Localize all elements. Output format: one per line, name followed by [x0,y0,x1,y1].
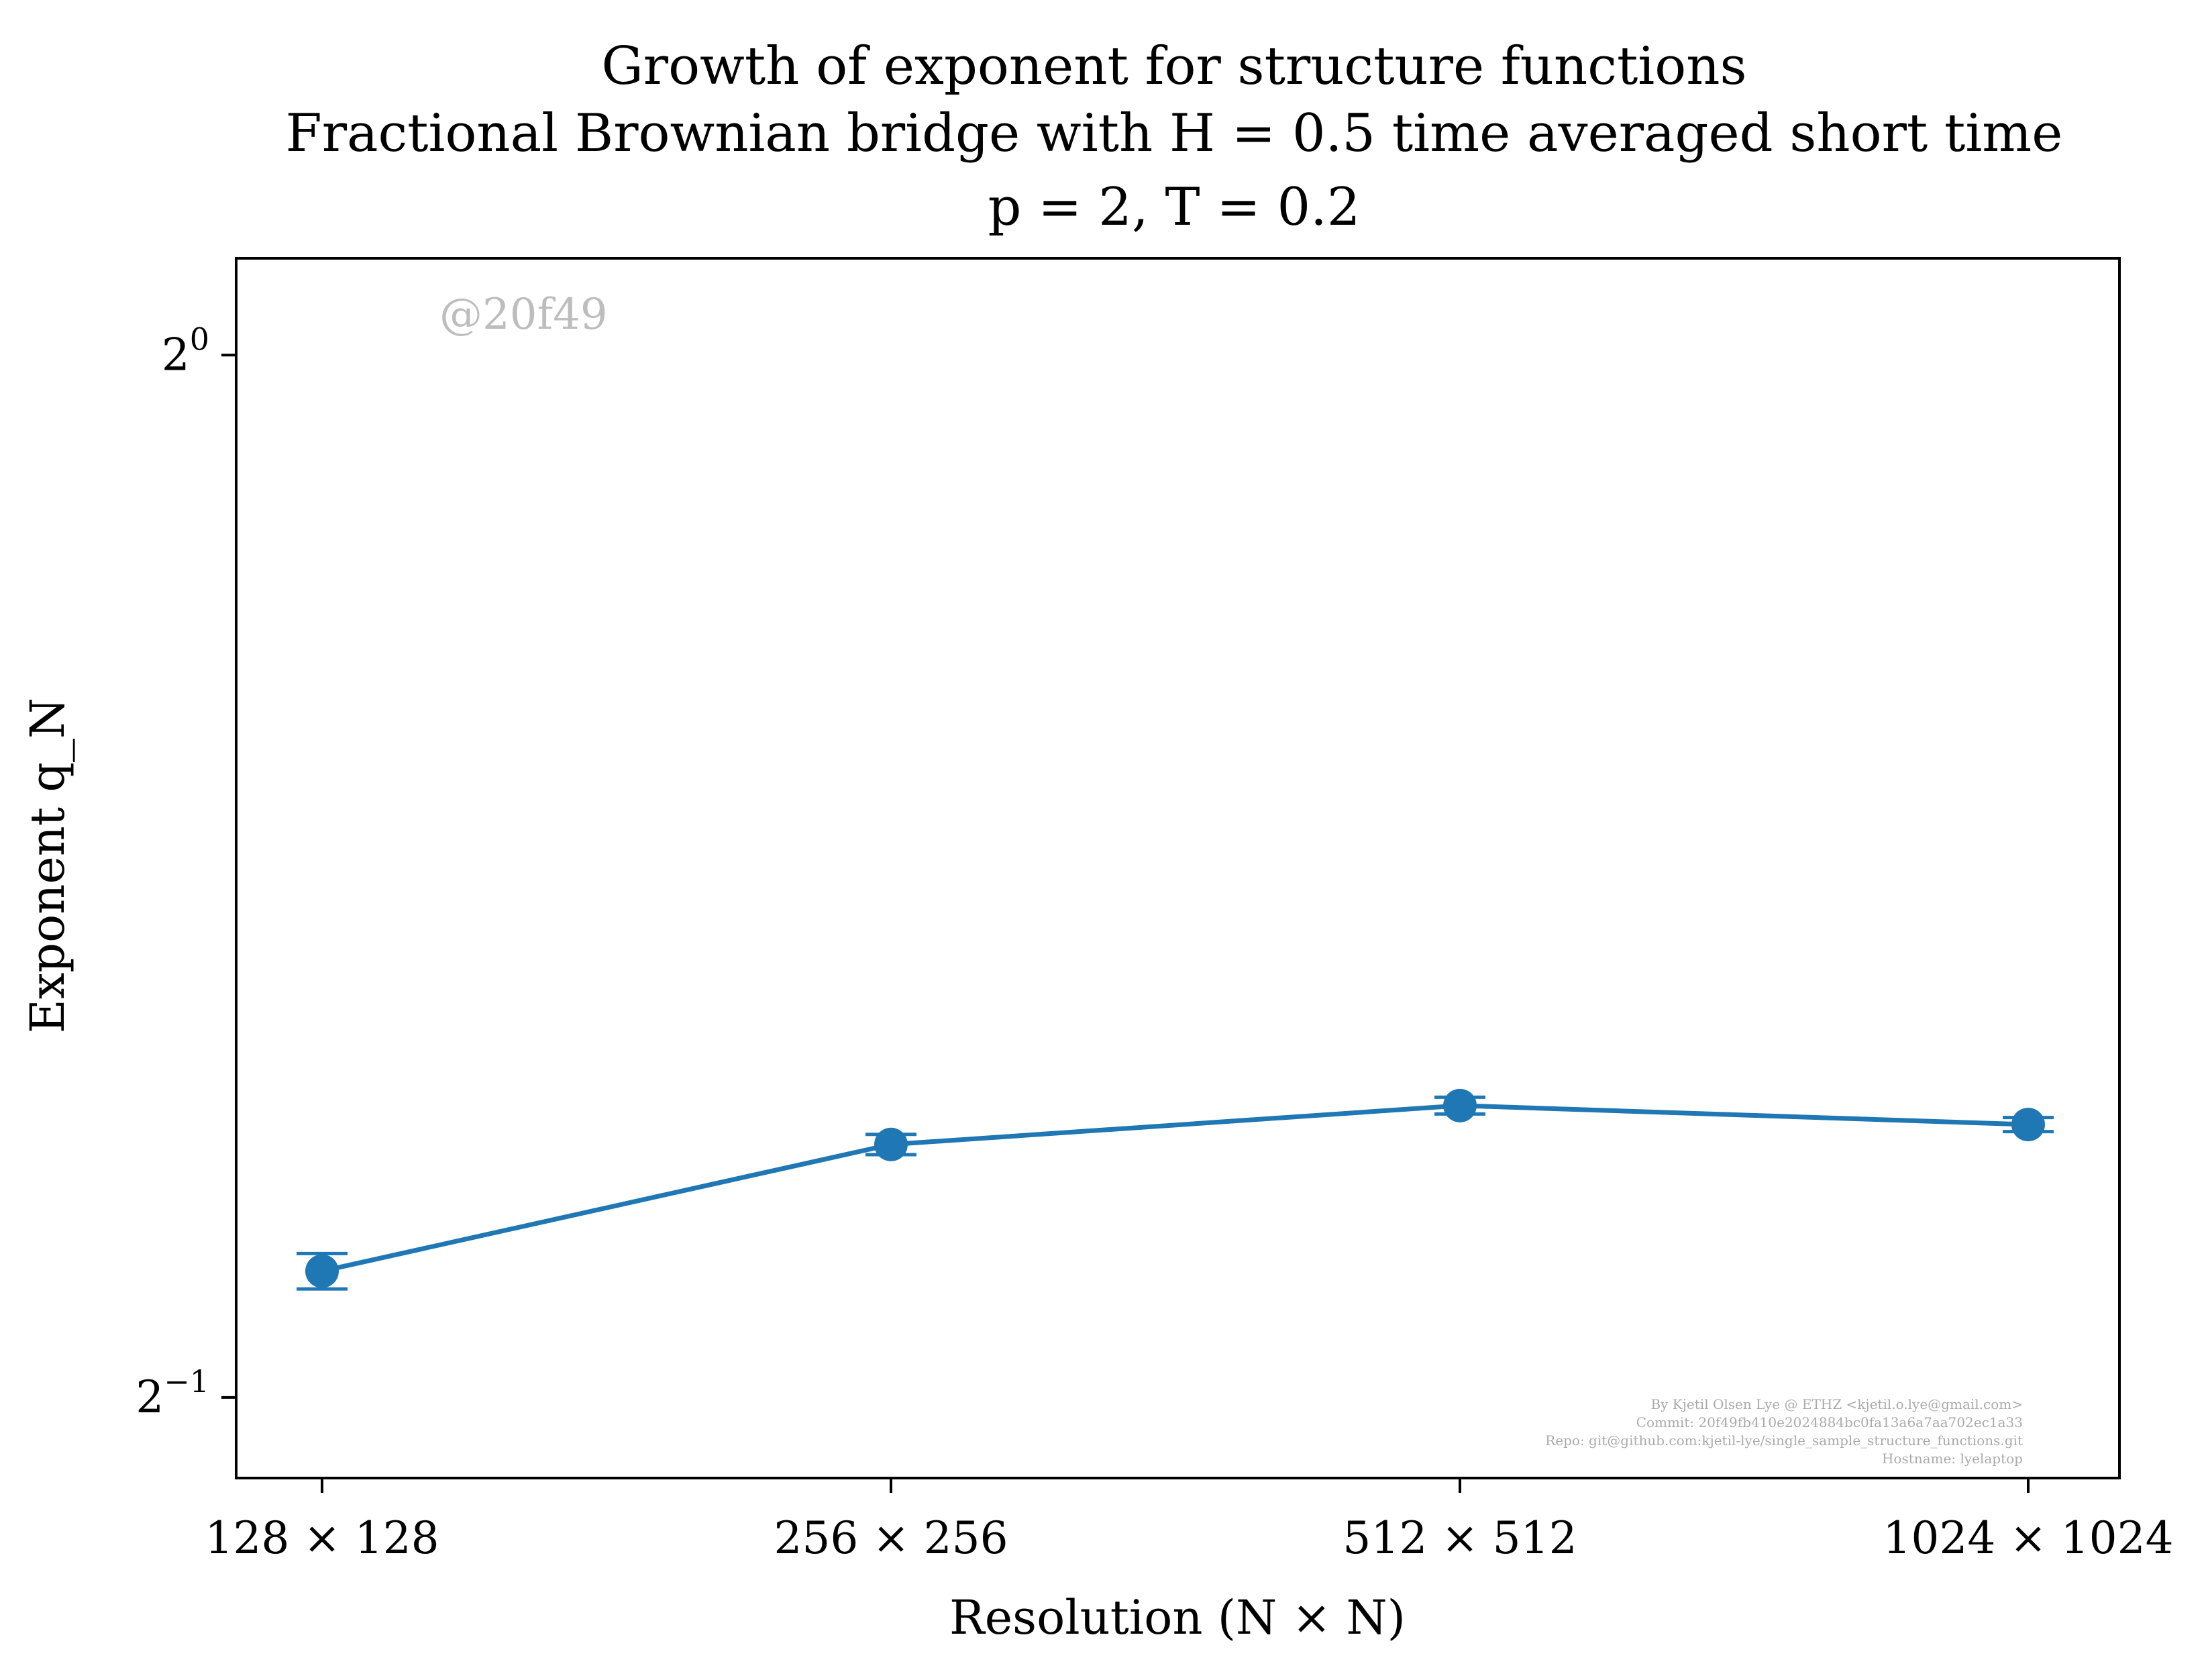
chart-title-line-3: p = 2, T = 0.2 [988,177,1360,238]
credits-line-2: Commit: 20f49fb410e2024884bc0fa13a6a7aa7… [1636,1414,2023,1430]
data-point [874,1127,908,1161]
credits-line-3: Repo: git@github.com:kjetil-lye/single_s… [1545,1432,2023,1449]
data-point [2011,1108,2045,1142]
credits-block: By Kjetil Olsen Lye @ ETHZ <kjetil.o.lye… [1545,1396,2023,1467]
series-layer [297,1088,2054,1291]
chart-title-line-2: Fractional Brownian bridge with H = 0.5 … [286,103,2063,164]
data-point [305,1254,339,1288]
credits-line-1: By Kjetil Olsen Lye @ ETHZ <kjetil.o.lye… [1650,1396,2023,1412]
plot-area-frame [235,257,2121,1479]
x-axis: 128 × 128 256 × 256 512 × 512 1024 × 1024 [205,1478,2174,1564]
x-axis-label: Resolution (N × N) [949,1590,1406,1645]
watermark: @20f49 [439,290,608,339]
series-line [321,1103,2029,1274]
y-axis-label: Exponent q_N [20,698,75,1034]
y-axis: 20 2−1 [136,321,236,1423]
chart-title-line-1: Growth of exponent for structure functio… [602,36,1747,97]
y-tick-label: 20 [162,321,209,380]
data-point [1443,1088,1477,1122]
y-tick-label: 2−1 [136,1363,209,1423]
x-tick-label: 128 × 128 [205,1512,439,1564]
credits-line-4: Hostname: lyelaptop [1882,1451,2023,1467]
x-tick-label: 512 × 512 [1343,1512,1577,1564]
x-tick-label: 1024 × 1024 [1883,1512,2173,1564]
x-tick-label: 256 × 256 [774,1512,1008,1564]
